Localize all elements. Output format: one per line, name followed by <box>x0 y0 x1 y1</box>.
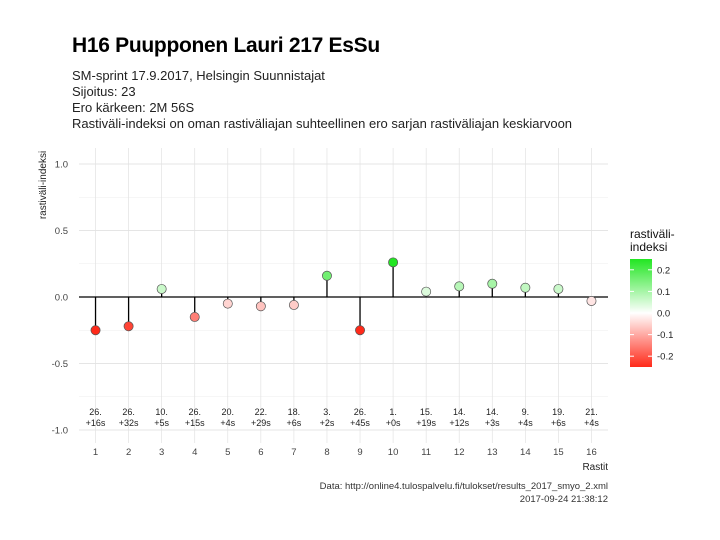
x-tick-label: 16 <box>586 447 597 458</box>
legend-tick-label: -0.2 <box>657 352 673 363</box>
x-tick-label: 11 <box>421 447 431 458</box>
point-rank-label: 3. <box>323 407 331 417</box>
x-tick-label: 15 <box>553 447 564 458</box>
legend-colorbar <box>630 259 652 367</box>
subtitle-line-4: Rastiväli-indeksi on oman rastiväliajan … <box>72 116 573 131</box>
x-tick-label: 3 <box>159 447 164 458</box>
legend-title-line-1: rastiväli- <box>630 227 675 241</box>
point-diff-label: +45s <box>350 418 370 428</box>
point-1 <box>90 325 101 336</box>
legend-tick-label: 0.0 <box>657 309 670 320</box>
y-axis-label: rastiväli-indeksi <box>38 151 49 219</box>
x-tick-label: 8 <box>324 447 329 458</box>
point-diff-label: +4s <box>518 418 533 428</box>
point-rank-label: 20. <box>222 407 235 417</box>
point-diff-label: +32s <box>119 418 139 428</box>
point-diff-label: +12s <box>449 418 469 428</box>
subtitle-line-3: Ero kärkeen: 2M 56S <box>72 100 195 115</box>
x-axis-label: Rastit <box>582 462 608 473</box>
x-tick-label: 6 <box>258 447 263 458</box>
legend-tick-label: -0.1 <box>657 330 673 341</box>
point-rank-label: 26. <box>188 407 201 417</box>
x-tick-label: 7 <box>291 447 296 458</box>
point-rank-label: 26. <box>89 407 102 417</box>
point-rank-label: 22. <box>255 407 268 417</box>
point-diff-label: +15s <box>185 418 205 428</box>
point-rank-label: 14. <box>453 407 466 417</box>
point-16 <box>586 296 597 306</box>
point-15 <box>553 284 564 294</box>
point-diff-label: +3s <box>485 418 500 428</box>
point-diff-label: +29s <box>251 418 271 428</box>
x-tick-label: 9 <box>357 447 362 458</box>
x-tick-label: 12 <box>454 447 465 458</box>
point-rank-label: 21. <box>585 407 598 417</box>
x-tick-label: 13 <box>487 447 498 458</box>
point-14 <box>520 282 531 293</box>
legend: 0.2 0.1 0.0 -0.1 -0.2 <box>630 259 673 367</box>
legend-title: rastiväli- indeksi <box>630 228 675 254</box>
point-12 <box>454 281 465 292</box>
point-rank-label: 18. <box>288 407 301 417</box>
legend-tick-label: 0.2 <box>657 265 670 276</box>
point-7 <box>288 300 299 310</box>
point-2 <box>123 321 134 332</box>
point-3 <box>156 284 167 294</box>
x-tick-label: 4 <box>192 447 197 458</box>
point-13 <box>487 278 498 289</box>
point-rank-label: 26. <box>354 407 367 417</box>
point-diff-label: +19s <box>416 418 436 428</box>
subtitle-line-2: Sijoitus: 23 <box>72 84 136 99</box>
point-diff-label: +0s <box>386 418 401 428</box>
y-tick-label: 0.5 <box>55 226 68 237</box>
point-diff-label: +4s <box>220 418 235 428</box>
point-rank-label: 15. <box>420 407 433 417</box>
point-diff-label: +16s <box>86 418 106 428</box>
point-10 <box>388 257 399 268</box>
x-tick-label: 10 <box>388 447 399 458</box>
point-8 <box>322 270 332 281</box>
data-source-caption: Data: http://online4.tulospalvelu.fi/tul… <box>319 481 608 492</box>
subtitle-line-1: SM-sprint 17.9.2017, Helsingin Suunnista… <box>72 68 325 83</box>
stems <box>94 262 593 331</box>
points <box>90 257 597 336</box>
y-tick-label: -0.5 <box>52 359 68 370</box>
point-5 <box>222 298 233 309</box>
point-9 <box>355 325 365 336</box>
x-tick-label: 1 <box>93 447 98 458</box>
point-diff-label: +4s <box>584 418 599 428</box>
point-rank-label: 9. <box>522 407 530 417</box>
y-tick-label: 1.0 <box>55 160 68 171</box>
y-tick-label: 0.0 <box>55 293 68 304</box>
x-tick-label: 14 <box>520 447 531 458</box>
point-diff-label: +5s <box>154 418 169 428</box>
legend-ticks: 0.2 0.1 0.0 -0.1 -0.2 <box>630 265 673 363</box>
point-diff-label: +6s <box>287 418 302 428</box>
x-tick-label: 2 <box>126 447 131 458</box>
point-rank-label: 14. <box>486 407 499 417</box>
point-diff-label: +6s <box>551 418 566 428</box>
x-tick-label: 5 <box>225 447 230 458</box>
legend-title-line-2: indeksi <box>630 240 668 254</box>
point-11 <box>421 286 432 297</box>
legend-tick-label: 0.1 <box>657 287 670 298</box>
point-4 <box>189 312 200 322</box>
point-rank-label: 19. <box>552 407 565 417</box>
point-labels: 26.+16s26.+32s10.+5s26.+15s20.+4s22.+29s… <box>86 407 600 428</box>
timestamp-caption: 2017-09-24 21:38:12 <box>519 494 608 505</box>
point-rank-label: 26. <box>122 407 135 417</box>
point-rank-label: 1. <box>389 407 397 417</box>
chart-title: H16 Puupponen Lauri 217 EsSu <box>72 34 380 57</box>
axis-tick-labels: 1 2 3 4 5 6 7 8 9 10 11 12 13 14 15 16-1.0-0.50.00.51.0 <box>52 160 597 459</box>
point-6 <box>255 301 266 312</box>
point-diff-label: +2s <box>320 418 335 428</box>
y-tick-label: -1.0 <box>52 426 68 437</box>
grid <box>79 148 608 443</box>
point-rank-label: 10. <box>155 407 168 417</box>
